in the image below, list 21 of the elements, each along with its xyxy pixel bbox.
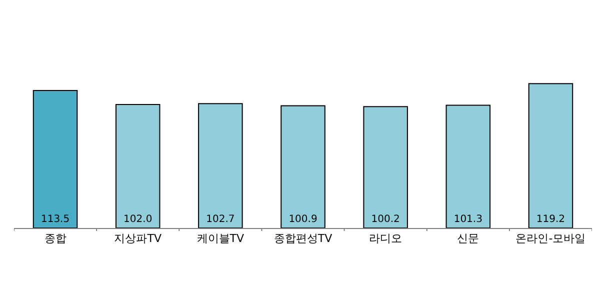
data-label: 100.2 xyxy=(371,214,400,225)
data-label: 102.0 xyxy=(124,214,152,225)
data-label: 101.3 xyxy=(454,214,482,225)
x-tick-label: 종합편성TV xyxy=(274,232,333,246)
x-tick-label: 온라인-모바일 xyxy=(516,232,586,246)
data-label: 102.7 xyxy=(206,214,235,225)
bar xyxy=(280,105,326,228)
bar xyxy=(363,106,408,228)
x-tick-label: 라디오 xyxy=(369,232,402,246)
bar xyxy=(446,104,491,228)
bar xyxy=(528,83,574,228)
bar xyxy=(198,103,243,228)
data-label: 113.5 xyxy=(40,214,70,225)
x-tick-label: 종합 xyxy=(44,232,66,246)
bar xyxy=(32,90,78,228)
data-label: 100.9 xyxy=(288,214,318,225)
x-tick-label: 지상파TV xyxy=(114,232,162,246)
x-tick-label: 케이블TV xyxy=(196,232,245,246)
bar xyxy=(115,104,160,228)
x-tick-label: 신문 xyxy=(457,232,480,246)
data-label: 119.2 xyxy=(536,214,566,225)
